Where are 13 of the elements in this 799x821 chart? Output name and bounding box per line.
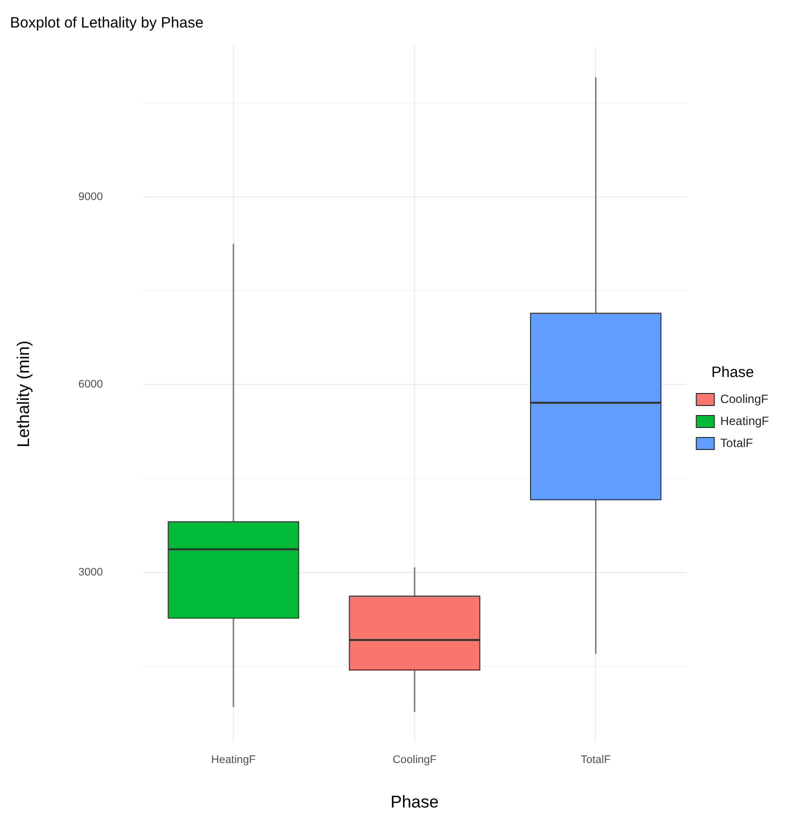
y-tick-label: 6000: [78, 378, 103, 391]
y-tick-label: 9000: [78, 190, 103, 203]
chart-title: Boxplot of Lethality by Phase: [10, 14, 204, 32]
y-axis-title: Lethality (min): [14, 340, 33, 448]
x-tick-label: CoolingF: [392, 754, 437, 766]
y-tick-label: 3000: [78, 566, 103, 578]
x-tick-label: TotalF: [580, 754, 611, 766]
legend-label: HeatingF: [720, 414, 770, 428]
x-tick-label: HeatingF: [211, 754, 256, 766]
legend-label: TotalF: [720, 436, 753, 450]
legend-title: Phase: [711, 364, 754, 382]
x-axis-title: Phase: [390, 792, 439, 812]
legend-label: CoolingF: [720, 392, 768, 406]
